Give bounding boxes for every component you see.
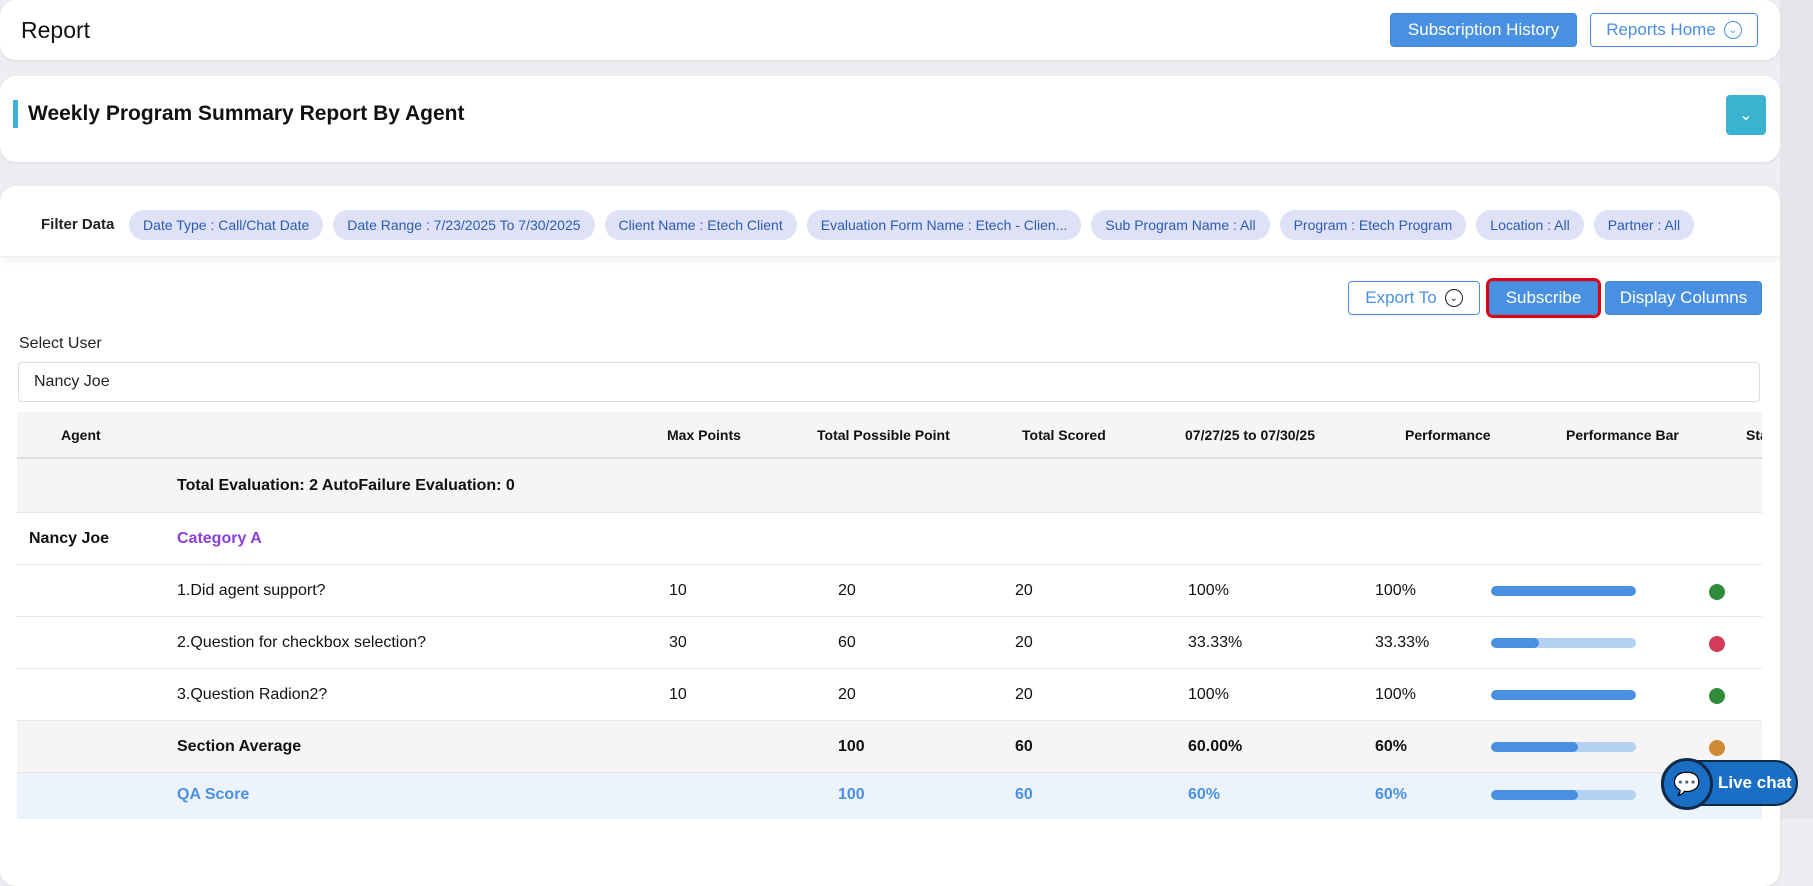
section-average-row: Section Average 100 60 60.00% 60% — [17, 721, 1762, 773]
question: 3.Question Radion2? — [177, 685, 328, 703]
performance-bar — [1491, 585, 1636, 596]
performance: 60% — [1375, 737, 1408, 755]
filter-chip[interactable]: Date Range : 7/23/2025 To 7/30/2025 — [333, 210, 595, 240]
reports-home-button[interactable]: Reports Home ⌄ — [1590, 13, 1758, 47]
total-possible: 60 — [838, 633, 856, 651]
performance: 100% — [1375, 685, 1416, 703]
report-header: Report Subscription History Reports Home… — [0, 0, 1780, 60]
filter-bar: Filter Data Date Type : Call/Chat Date Da… — [0, 186, 1780, 257]
collapse-toggle-button[interactable]: ⌄ — [1726, 95, 1766, 135]
performance-bar — [1491, 790, 1636, 800]
performance: 33.33% — [1375, 633, 1430, 651]
total-scored: 20 — [1015, 633, 1033, 651]
live-chat-button[interactable]: 💬 Live chat — [1661, 758, 1798, 810]
summary-row: Total Evaluation: 2 AutoFailure Evaluati… — [17, 459, 1762, 513]
report-table: Agent Max Points Total Possible Point Total… — [17, 412, 1762, 819]
chat-bubble-icon: 💬 — [1661, 758, 1713, 810]
period-score: 100% — [1188, 581, 1229, 599]
filter-chip[interactable]: Evaluation Form Name : Etech - Clien... — [806, 210, 1082, 240]
question: 2.Question for checkbox selection? — [177, 633, 427, 651]
report-section — [0, 76, 1780, 162]
select-user-input[interactable] — [18, 362, 1760, 402]
table-row: 1.Did agent support? 10 20 20 100% 100% — [17, 565, 1762, 617]
status-dot — [1709, 583, 1725, 600]
filter-chip[interactable]: Program : Etech Program — [1279, 210, 1467, 240]
performance-bar — [1491, 637, 1636, 648]
chevron-down-icon: ⌄ — [1739, 107, 1753, 124]
total-possible: 100 — [838, 786, 865, 803]
total-scored: 60 — [1015, 737, 1033, 755]
scrollbar[interactable] — [1780, 0, 1813, 819]
status-dot — [1709, 635, 1725, 652]
report-title: Weekly Program Summary Report By Agent — [28, 102, 465, 125]
qa-score-row: QA Score 100 60 60% 60% — [17, 773, 1762, 819]
subscribe-button[interactable]: Subscribe — [1486, 278, 1601, 318]
max-points: 10 — [669, 581, 687, 599]
filter-chip[interactable]: Date Type : Call/Chat Date — [129, 210, 324, 240]
filter-chip[interactable]: Client Name : Etech Client — [604, 210, 797, 240]
column-header: Agent — [61, 426, 101, 443]
question: 1.Did agent support? — [177, 581, 326, 599]
column-header: 07/27/25 to 07/30/25 — [1185, 426, 1315, 443]
agent-row: Nancy Joe Category A — [17, 513, 1762, 565]
filter-chip[interactable]: Location : All — [1476, 210, 1584, 240]
table-row: 2.Question for checkbox selection? 30 60 20… — [17, 617, 1762, 669]
max-points: 10 — [669, 685, 687, 703]
period-score: 100% — [1188, 685, 1229, 703]
total-possible: 20 — [838, 685, 856, 703]
column-header: Max Points — [667, 426, 741, 443]
total-possible: 100 — [838, 737, 865, 755]
total-possible: 20 — [838, 581, 856, 599]
column-header: Total Scored — [1022, 426, 1106, 443]
status-dot — [1709, 687, 1725, 704]
column-header: Sta — [1746, 426, 1762, 443]
period-score: 33.33% — [1188, 633, 1243, 651]
summary-text: Total Evaluation: 2 AutoFailure Evaluati… — [177, 476, 515, 494]
performance-bar — [1491, 689, 1636, 700]
agent-name: Nancy Joe — [29, 529, 110, 547]
filter-chip[interactable]: Sub Program Name : All — [1091, 210, 1270, 240]
performance: 60% — [1375, 786, 1408, 803]
status-dot — [1709, 739, 1725, 756]
filter-label: Filter Data — [41, 216, 115, 233]
table-header: Agent Max Points Total Possible Point Total… — [17, 412, 1762, 459]
max-points: 30 — [669, 633, 687, 651]
display-columns-button[interactable]: Display Columns — [1605, 281, 1762, 315]
filter-chips: Date Type : Call/Chat Date Date Range : 7… — [129, 210, 1695, 240]
page-title: Report — [21, 17, 91, 43]
qa-score-label: QA Score — [177, 786, 250, 803]
total-scored: 60 — [1015, 786, 1033, 803]
filter-chip[interactable]: Partner : All — [1593, 210, 1695, 240]
performance: 100% — [1375, 581, 1416, 599]
category-name: Category A — [177, 529, 262, 547]
total-scored: 20 — [1015, 685, 1033, 703]
column-header: Performance Bar — [1566, 426, 1679, 443]
section-average-label: Section Average — [177, 737, 302, 755]
table-row: 3.Question Radion2? 10 20 20 100% 100% — [17, 669, 1762, 721]
accent-bar — [13, 100, 18, 128]
chevron-down-icon: ⌄ — [1444, 289, 1463, 307]
performance-bar — [1491, 741, 1636, 752]
chevron-down-icon: ⌄ — [1723, 21, 1742, 39]
column-header: Performance — [1405, 426, 1491, 443]
period-score: 60% — [1188, 786, 1221, 803]
export-to-button[interactable]: Export To ⌄ — [1348, 281, 1480, 315]
period-score: 60.00% — [1188, 737, 1243, 755]
subscription-history-button[interactable]: Subscription History — [1390, 13, 1577, 47]
column-header: Total Possible Point — [817, 426, 950, 443]
select-user-label: Select User — [19, 335, 102, 352]
total-scored: 20 — [1015, 581, 1033, 599]
